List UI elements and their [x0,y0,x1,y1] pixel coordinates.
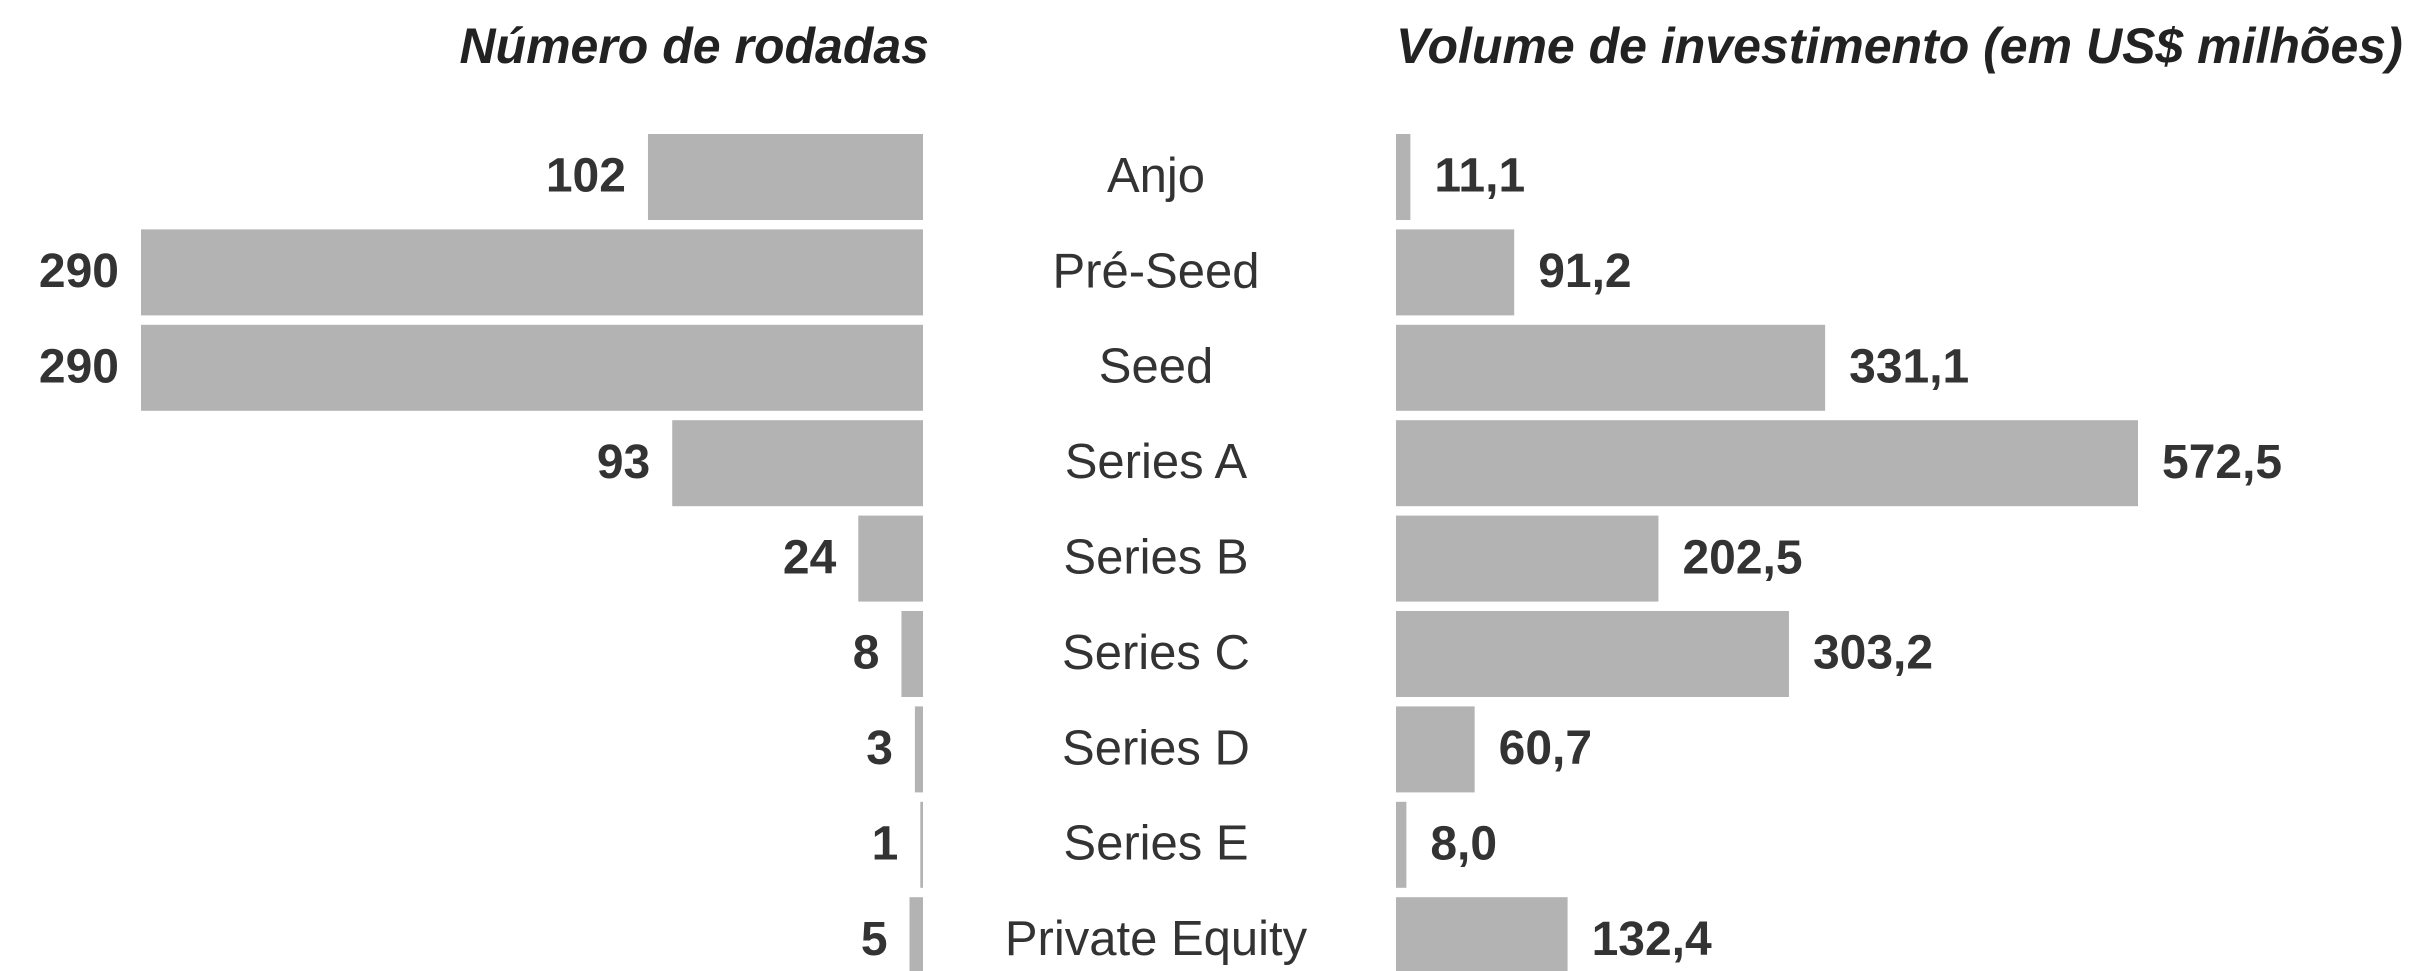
category-label: Series E [1063,817,1248,871]
category-label: Anjo [1107,149,1205,203]
bar [647,134,923,220]
left-panel-title: Número de rodadas [459,18,929,74]
bar [1396,897,1568,971]
bar [858,515,923,602]
value-label: 303,2 [1813,627,1933,680]
category-label: Private Equity [1005,912,1308,966]
bar [1396,420,2138,507]
value-label: 202,5 [1682,531,1802,584]
bar [141,324,923,411]
right-panel-title: Volume de investimento (em US$ milhões) [1396,18,2403,74]
bar [1396,801,1407,888]
category-label: Seed [1099,340,1213,394]
bar [1396,611,1789,697]
value-label: 24 [783,531,837,584]
bar [920,801,923,888]
category-label: Series C [1062,626,1250,680]
bar [1396,324,1826,411]
value-label: 8,0 [1430,817,1497,870]
bar [672,420,923,507]
value-label: 5 [861,913,888,966]
value-label: 8 [853,627,880,680]
bar [141,229,923,316]
bar [914,706,923,793]
category-label: Series D [1062,721,1250,775]
value-label: 572,5 [2162,436,2282,489]
bar [1396,515,1659,602]
bar [1396,706,1475,793]
value-label: 91,2 [1538,245,1631,298]
bar [1396,229,1515,316]
value-label: 1 [872,817,899,870]
category-label: Series A [1065,435,1248,489]
bar [1396,134,1411,220]
value-label: 132,4 [1592,913,1712,966]
value-label: 93 [597,436,650,489]
category-label: Pré-Seed [1052,244,1259,298]
value-label: 290 [39,340,119,393]
value-label: 331,1 [1849,340,1969,393]
value-label: 11,1 [1434,150,1525,203]
value-label: 60,7 [1499,722,1592,775]
value-label: 3 [866,722,893,775]
bar [909,897,923,971]
bar [901,611,923,697]
value-label: 102 [546,150,626,203]
value-label: 290 [39,245,119,298]
category-label: Series B [1063,531,1248,585]
